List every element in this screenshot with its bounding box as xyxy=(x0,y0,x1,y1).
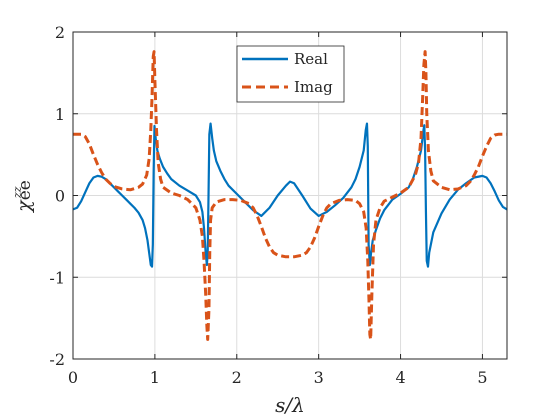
y-tick-label: -1 xyxy=(49,268,65,287)
series-layer xyxy=(72,50,508,341)
x-tick-label: 5 xyxy=(477,368,487,387)
series-line-imag xyxy=(73,50,507,341)
x-tick-label: 1 xyxy=(150,368,160,387)
y-axis-label: χeezz xyxy=(11,180,35,214)
legend-label-real: Real xyxy=(294,50,328,68)
tick-layer: 0 1 2 3 4 5 -2 -1 0 1 2 xyxy=(49,23,507,387)
svg-text:χeezz: χeezz xyxy=(11,180,35,214)
y-tick-label: 0 xyxy=(55,187,65,206)
y-tick-label: 1 xyxy=(55,105,65,124)
y-tick-label: 2 xyxy=(55,23,65,42)
legend-box xyxy=(236,45,345,103)
x-tick-label: 2 xyxy=(232,368,242,387)
y-tick-label: -2 xyxy=(49,350,65,369)
x-axis-label: s/λ xyxy=(275,393,305,417)
x-tick-label: 0 xyxy=(68,368,78,387)
legend: Real Imag xyxy=(236,45,345,103)
x-tick-label: 3 xyxy=(314,368,324,387)
x-tick-label: 4 xyxy=(395,368,405,387)
series-line-real xyxy=(72,122,508,268)
legend-label-imag: Imag xyxy=(294,78,333,96)
